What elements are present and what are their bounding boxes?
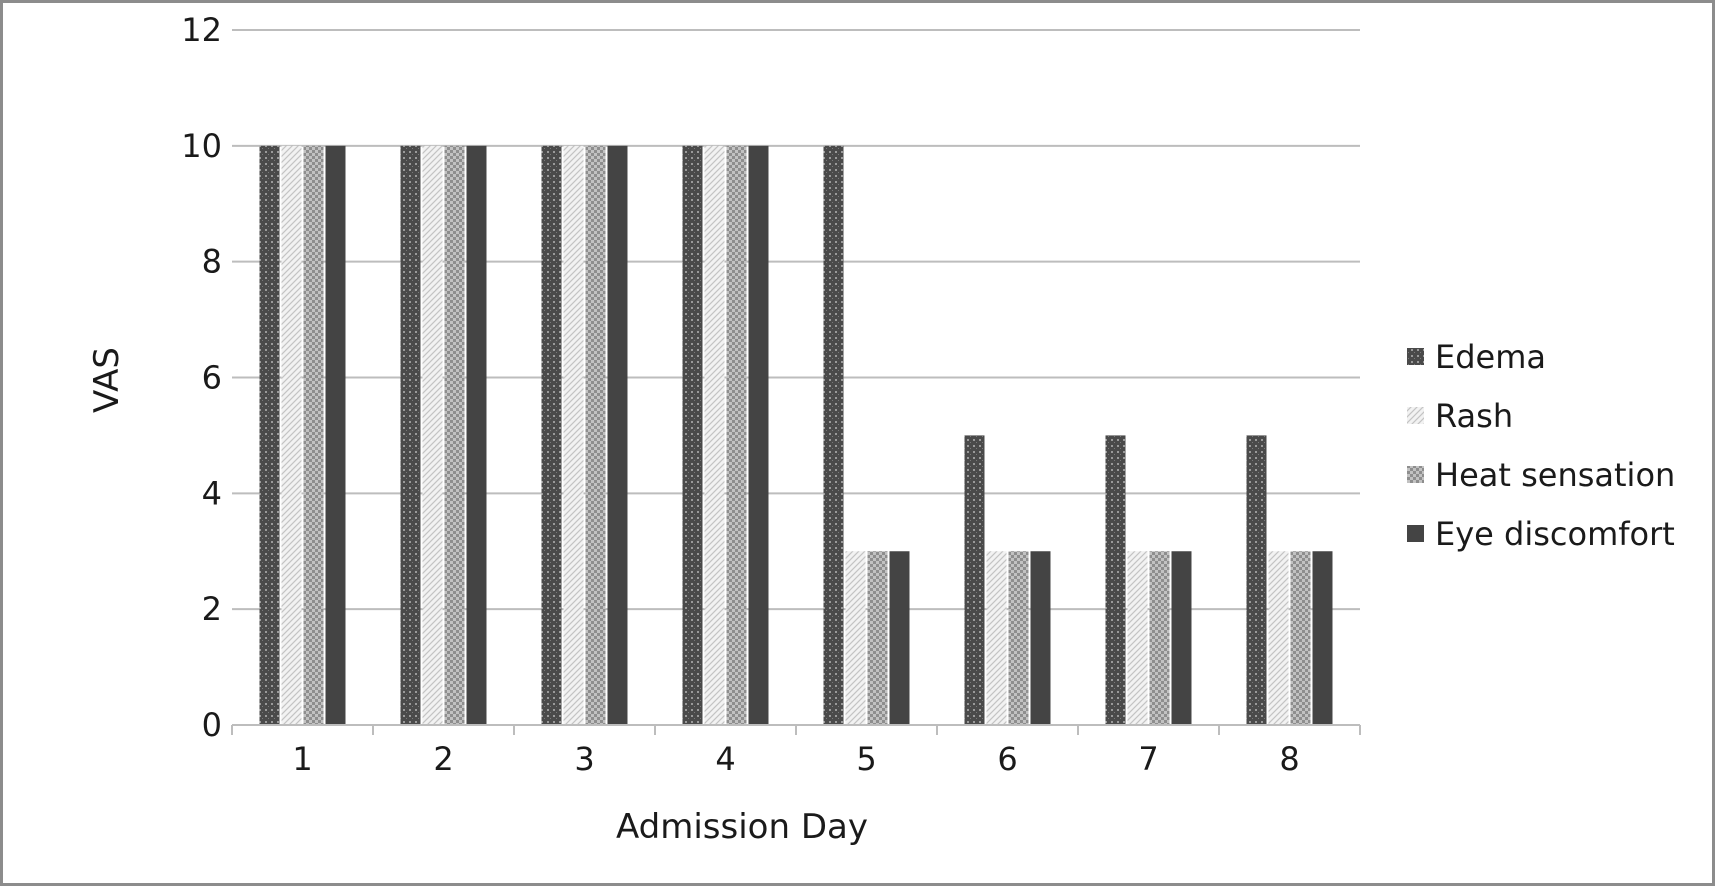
x-axis-ticks: 1 2 3 4 5 6 7 8: [292, 740, 1299, 778]
legend-swatch-rash: [1407, 407, 1424, 424]
legend: Edema Rash Heat sensation Eye discomfort: [1407, 338, 1675, 553]
x-axis: [231, 724, 1361, 735]
x-tick-label: 4: [715, 740, 735, 778]
bar-heat-sensation-day-1: [303, 145, 324, 726]
bar-eye-discomfort-day-8: [1312, 551, 1333, 725]
legend-swatch-heat-sensation: [1407, 466, 1424, 483]
bar-heat-sensation-day-7: [1149, 551, 1170, 725]
y-tick-label: 2: [202, 590, 222, 628]
legend-label: Rash: [1435, 397, 1513, 435]
bar-eye-discomfort-day-2: [466, 145, 487, 726]
bar-eye-discomfort-day-5: [889, 551, 910, 725]
bar-edema-day-6: [964, 435, 985, 725]
legend-swatch-edema: [1407, 348, 1424, 365]
x-axis-label: Admission Day: [616, 807, 868, 847]
x-tick-label: 3: [574, 740, 594, 778]
bar-edema-day-8: [1246, 435, 1267, 725]
bar-edema-day-2: [400, 145, 421, 726]
x-tick-label: 1: [292, 740, 312, 778]
bar-heat-sensation-day-5: [867, 551, 888, 725]
legend-label: Eye discomfort: [1435, 515, 1675, 553]
legend-label: Edema: [1435, 338, 1546, 376]
y-tick-label: 4: [202, 474, 222, 512]
bar-rash-day-4: [704, 145, 725, 726]
bar-eye-discomfort-day-6: [1030, 551, 1051, 725]
y-tick-label: 0: [202, 706, 222, 744]
bar-eye-discomfort-day-7: [1171, 551, 1192, 725]
bar-heat-sensation-day-2: [444, 145, 465, 726]
bar-eye-discomfort-day-1: [325, 145, 346, 726]
x-tick-label: 2: [433, 740, 453, 778]
bar-rash-day-3: [563, 145, 584, 726]
legend-swatch-eye-discomfort: [1407, 525, 1424, 542]
y-axis-label: VAS: [87, 347, 127, 413]
bar-heat-sensation-day-6: [1008, 551, 1029, 725]
y-tick-label: 8: [202, 243, 222, 281]
bar-edema-day-5: [823, 145, 844, 726]
bar-rash-day-5: [845, 551, 866, 725]
bar-edema-day-7: [1105, 435, 1126, 725]
x-tick-label: 8: [1279, 740, 1299, 778]
bar-edema-day-3: [541, 145, 562, 726]
bar-edema-day-4: [682, 145, 703, 726]
bar-edema-day-1: [259, 145, 280, 726]
y-tick-label: 12: [181, 11, 222, 49]
y-tick-label: 6: [202, 359, 222, 397]
bar-heat-sensation-day-3: [585, 145, 606, 726]
bar-series: [259, 145, 1333, 726]
bar-heat-sensation-day-4: [726, 145, 747, 726]
bar-eye-discomfort-day-3: [607, 145, 628, 726]
x-tick-label: 5: [856, 740, 876, 778]
bar-eye-discomfort-day-4: [748, 145, 769, 726]
x-tick-label: 7: [1138, 740, 1158, 778]
legend-label: Heat sensation: [1435, 456, 1675, 494]
bar-rash-day-1: [281, 145, 302, 726]
bar-heat-sensation-day-8: [1290, 551, 1311, 725]
bar-rash-day-8: [1268, 551, 1289, 725]
y-axis-ticks: 0 2 4 6 8 10 12: [181, 11, 222, 744]
x-tick-label: 6: [997, 740, 1017, 778]
bar-rash-day-2: [422, 145, 443, 726]
y-tick-label: 10: [181, 127, 222, 165]
bar-rash-day-7: [1127, 551, 1148, 725]
bar-rash-day-6: [986, 551, 1007, 725]
